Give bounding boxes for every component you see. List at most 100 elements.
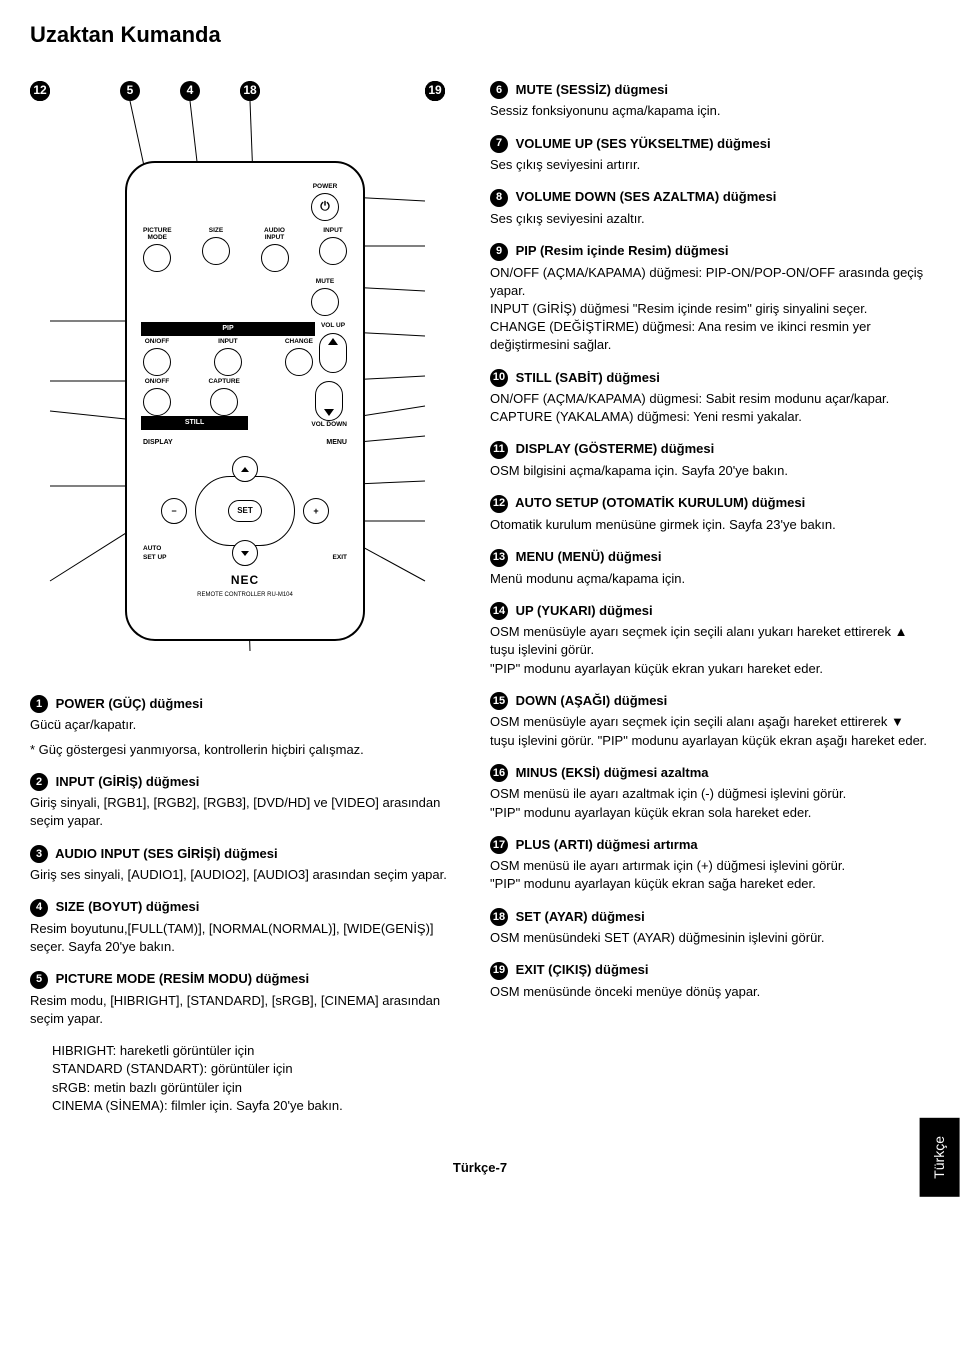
description-item-4: 4 SIZE (BOYUT) düğmesiResim boyutunu,[FU… (30, 898, 460, 956)
item-body: OSM menüsü ile ayarı artırmak için (+) d… (490, 857, 930, 893)
power-button: ⏻ (311, 193, 339, 221)
pip-bar: PIP (141, 322, 315, 336)
remote-body: POWER ⏻ PICTURE MODE SIZE AUDIO INPUT IN… (125, 161, 365, 641)
item-number: 3 (30, 845, 48, 863)
description-item-14: 14 UP (YUKARI) düğmesiOSM menüsüyle ayar… (490, 602, 930, 678)
triangle-up-icon (241, 467, 249, 472)
page-number: Türkçe-7 (30, 1159, 930, 1177)
item-body: OSM menüsüyle ayarı seçmek için seçili a… (490, 713, 930, 749)
label-change: CHANGE (285, 338, 313, 345)
pip-input-button (214, 348, 242, 376)
description-item-9: 9 PIP (Resim içinde Resim) düğmesi ON/OFF… (490, 242, 930, 355)
item-number: 9 (490, 243, 508, 261)
item-number: 13 (490, 549, 508, 567)
label-onoff2: ON/OFF (145, 378, 170, 385)
description-item-13: 13 MENU (MENÜ) düğmesi Menü modunu açma/k… (490, 548, 930, 588)
label-power: POWER (313, 183, 338, 190)
label-display: DISPLAY (143, 438, 173, 448)
item-title: EXIT (ÇIKIŞ) düğmesi (512, 962, 649, 977)
picture-mode-button (143, 244, 171, 272)
mute-button (311, 288, 339, 316)
item-number: 1 (30, 695, 48, 713)
description-item-10: 10 STILL (SABİT) düğmesiON/OFF (AÇMA/KAP… (490, 369, 930, 427)
item-number: 17 (490, 836, 508, 854)
description-item-3: 3 AUDIO INPUT (SES GİRİŞİ) düğmesi Giriş … (30, 845, 460, 885)
model-label: REMOTE CONTROLLER RU-M104 (143, 591, 347, 599)
label-capture: CAPTURE (208, 378, 239, 385)
dpad-minus: − (161, 498, 187, 524)
description-item-11: 11 DISPLAY (GÖSTERME) düğmesi OSM bilgisi… (490, 440, 930, 480)
page-title: Uzaktan Kumanda (30, 20, 930, 51)
item-title: MINUS (EKSİ) düğmesi azaltma (512, 765, 708, 780)
label-auto-setup: AUTO SET UP (143, 544, 166, 562)
triangle-up-icon (328, 338, 338, 345)
item-number: 16 (490, 764, 508, 782)
nec-logo: NEC (143, 572, 347, 589)
item-body: Resim modu, [HIBRIGHT], [STANDARD], [sRG… (30, 992, 460, 1028)
label-mute: MUTE (316, 278, 334, 285)
item-title: SIZE (BOYUT) düğmesi (52, 899, 199, 914)
description-item-6: 6 MUTE (SESSİZ) dügmesi Sessiz fonksiyonu… (490, 81, 930, 121)
item-body: Giriş ses sinyali, [AUDIO1], [AUDIO2], [… (30, 866, 460, 884)
item-title: PIP (Resim içinde Resim) düğmesi (512, 243, 729, 258)
label-exit: EXIT (333, 553, 347, 562)
label-vol-up: VOL UP (321, 322, 345, 329)
dpad-set: SET (228, 500, 262, 522)
label-onoff: ON/OFF (145, 338, 170, 345)
item-title: AUDIO INPUT (SES GİRİŞİ) düğmesi (52, 846, 278, 861)
item-body: Otomatik kurulum menüsüne girmek için. S… (490, 516, 930, 534)
item-number: 10 (490, 369, 508, 387)
item-number: 4 (30, 899, 48, 917)
item-number: 12 (490, 495, 508, 513)
description-item-1: 1 POWER (GÜÇ) düğmesiGücü açar/kapatır.*… (30, 695, 460, 759)
label-picture-mode: PICTURE MODE (143, 227, 172, 241)
label-pip-input: INPUT (218, 338, 238, 345)
audio-input-button (261, 244, 289, 272)
item-body: ON/OFF (AÇMA/KAPAMA) dügmesi: Sabit resi… (490, 390, 930, 426)
size-button (202, 237, 230, 265)
item-number: 8 (490, 189, 508, 207)
item-number: 19 (490, 962, 508, 980)
triangle-down-icon (241, 551, 249, 556)
item-body: Ses çıkış seviyesini azaltır. (490, 210, 930, 228)
still-onoff-button (143, 388, 171, 416)
item-title: INPUT (GİRİŞ) düğmesi (52, 774, 199, 789)
pip-change-button (285, 348, 313, 376)
hibright-note: HIBRIGHT: hareketli görüntüler için STAN… (52, 1042, 460, 1115)
item-title: VOLUME UP (SES YÜKSELTME) düğmesi (512, 136, 771, 151)
triangle-down-icon (324, 409, 334, 416)
description-item-15: 15 DOWN (AŞAĞI) düğmesiOSM menüsüyle aya… (490, 692, 930, 750)
item-body: ON/OFF (AÇMA/KAPAMA) düğmesi: PIP-ON/POP… (490, 264, 930, 355)
item-body: Sessiz fonksiyonunu açma/kapama için. (490, 102, 930, 120)
item-number: 2 (30, 773, 48, 791)
item-number: 11 (490, 441, 508, 459)
description-item-17: 17 PLUS (ARTI) düğmesi artırmaOSM menüsü… (490, 836, 930, 894)
item-body: OSM menüsünde önceki menüye dönüş yapar. (490, 983, 930, 1001)
item-body: Gücü açar/kapatır. (30, 716, 460, 734)
item-title: MUTE (SESSİZ) dügmesi (512, 82, 668, 97)
item-number: 18 (490, 908, 508, 926)
label-menu: MENU (326, 438, 347, 448)
power-icon: ⏻ (320, 200, 330, 213)
dpad-down (232, 540, 258, 566)
description-item-2: 2 INPUT (GİRİŞ) düğmesiGiriş sinyali, [R… (30, 773, 460, 831)
item-note: * Güç göstergesi yanmıyorsa, kontrolleri… (30, 741, 460, 759)
callout-5: 5 (120, 81, 140, 101)
item-title: SET (AYAR) düğmesi (512, 909, 645, 924)
description-item-12: 12 AUTO SETUP (OTOMATİK KURULUM) düğmesi… (490, 494, 930, 534)
item-title: AUTO SETUP (OTOMATİK KURULUM) düğmesi (512, 495, 805, 510)
dpad-up (232, 456, 258, 482)
item-title: DISPLAY (GÖSTERME) düğmesi (512, 441, 714, 456)
item-body: OSM menüsündeki SET (AYAR) düğmesinin iş… (490, 929, 930, 947)
callout-4: 4 (180, 81, 200, 101)
description-item-5: 5 PICTURE MODE (RESİM MODU) düğmesiResim… (30, 970, 460, 1028)
description-item-18: 18 SET (AYAR) düğmesi OSM menüsündeki SET… (490, 908, 930, 948)
item-body: OSM bilgisini açma/kapama için. Sayfa 20… (490, 462, 930, 480)
description-item-8: 8 VOLUME DOWN (SES AZALTMA) düğmesiSes ç… (490, 188, 930, 228)
language-tab: Türkçe (920, 1118, 960, 1197)
item-title: MENU (MENÜ) düğmesi (512, 549, 662, 564)
item-number: 6 (490, 81, 508, 99)
label-size: SIZE (209, 227, 223, 234)
item-body: Menü modunu açma/kapama için. (490, 570, 930, 588)
still-bar: STILL (141, 416, 248, 430)
